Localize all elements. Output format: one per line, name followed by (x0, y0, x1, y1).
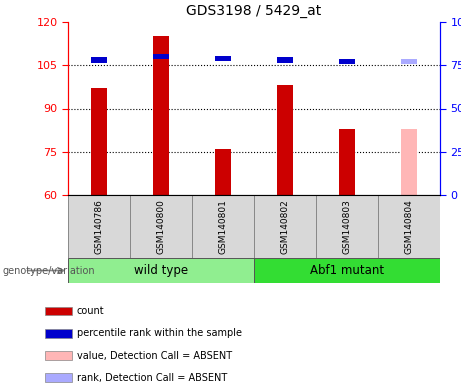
Bar (68, 195, 130, 258)
Text: count: count (77, 306, 105, 316)
Bar (277, 85, 293, 195)
Bar (68, 258, 254, 283)
Text: value, Detection Call = ABSENT: value, Detection Call = ABSENT (77, 351, 232, 361)
Bar (254, 258, 440, 283)
Text: GSM140786: GSM140786 (95, 199, 104, 254)
Bar (401, 59, 417, 65)
Bar (378, 195, 440, 258)
Bar (339, 59, 355, 65)
Bar (192, 195, 254, 258)
Bar (277, 58, 293, 63)
Text: GSM140801: GSM140801 (219, 199, 227, 254)
Text: percentile rank within the sample: percentile rank within the sample (77, 328, 242, 338)
Bar (91, 88, 107, 195)
Title: GDS3198 / 5429_at: GDS3198 / 5429_at (186, 4, 322, 18)
Text: Abf1 mutant: Abf1 mutant (310, 264, 384, 277)
Bar (401, 129, 417, 195)
Bar (91, 58, 107, 63)
Text: rank, Detection Call = ABSENT: rank, Detection Call = ABSENT (77, 373, 227, 383)
Bar (339, 129, 355, 195)
Bar (45, 306, 72, 316)
Bar (316, 195, 378, 258)
Bar (45, 373, 72, 382)
Bar (215, 56, 231, 61)
Bar (153, 54, 169, 59)
Text: GSM140800: GSM140800 (156, 199, 165, 254)
Bar (215, 149, 231, 195)
Text: wild type: wild type (134, 264, 188, 277)
Text: GSM140803: GSM140803 (343, 199, 351, 254)
Bar (45, 329, 72, 338)
Text: genotype/variation: genotype/variation (2, 265, 95, 275)
Text: GSM140802: GSM140802 (280, 199, 290, 254)
Text: GSM140804: GSM140804 (404, 199, 414, 254)
Bar (254, 195, 316, 258)
Bar (153, 36, 169, 195)
Bar (130, 195, 192, 258)
Bar (45, 351, 72, 360)
